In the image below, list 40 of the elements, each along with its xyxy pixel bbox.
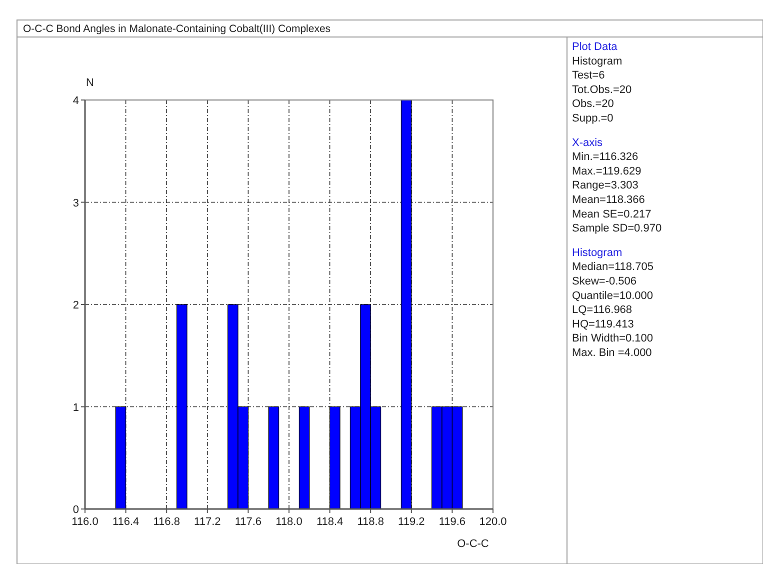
x-tick-label: 118.0	[276, 516, 302, 528]
chart-title: O-C-C Bond Angles in Malonate-Containing Cobalt(III) Complexes	[23, 23, 331, 35]
text: Histogram	[572, 55, 622, 68]
x-tick-label: 118.8	[357, 516, 384, 528]
x-tick-label: 116.8	[153, 516, 180, 528]
x-tick-label: 117.2	[194, 516, 221, 528]
text: Max. Bin =4.000	[572, 347, 652, 359]
text: HQ=119.413	[572, 318, 634, 330]
x-tick-label: 120.0	[479, 516, 507, 528]
text: Mean=118.366	[572, 194, 645, 206]
text: Range=3.303	[572, 180, 638, 192]
text: Supp.=0	[572, 112, 614, 124]
y-tick-label: 4	[72, 95, 79, 107]
text: Test=6	[572, 70, 605, 82]
x-tick-label: 116.4	[112, 516, 140, 528]
text: Quantile=10.000	[572, 290, 654, 302]
y-tick-label: 3	[72, 197, 79, 210]
y-tick-label: 0	[72, 504, 79, 516]
text: Sample SD=0.970	[572, 222, 662, 235]
y-tick-label: 1	[72, 402, 79, 414]
text: Skew=-0.506	[572, 276, 637, 288]
x-tick-label: 119.2	[398, 516, 425, 528]
x-tick-label: 116.0	[72, 516, 98, 528]
text: Tot.Obs.=20	[572, 84, 632, 96]
text: Plot Data	[572, 41, 618, 53]
text: Mean SE=0.217	[572, 208, 652, 220]
x-tick-label: 118.4	[316, 516, 344, 528]
text: X-axis	[572, 136, 604, 149]
text: Bin Width=0.100	[572, 332, 654, 345]
text: Obs.=20	[572, 98, 614, 110]
text: Histogram	[572, 246, 622, 259]
y-tick-label: 2	[72, 300, 79, 312]
y-axis-title: N	[86, 77, 94, 89]
text: LQ=116.968	[572, 304, 632, 316]
text: Median=118.705	[572, 261, 654, 274]
x-tick-label: 117.6	[234, 516, 262, 528]
x-axis-title: O-C-C	[457, 538, 489, 550]
text: Max.=119.629	[572, 165, 642, 178]
text: Min.=116.326	[572, 151, 638, 164]
x-tick-label: 119.6	[438, 516, 466, 528]
